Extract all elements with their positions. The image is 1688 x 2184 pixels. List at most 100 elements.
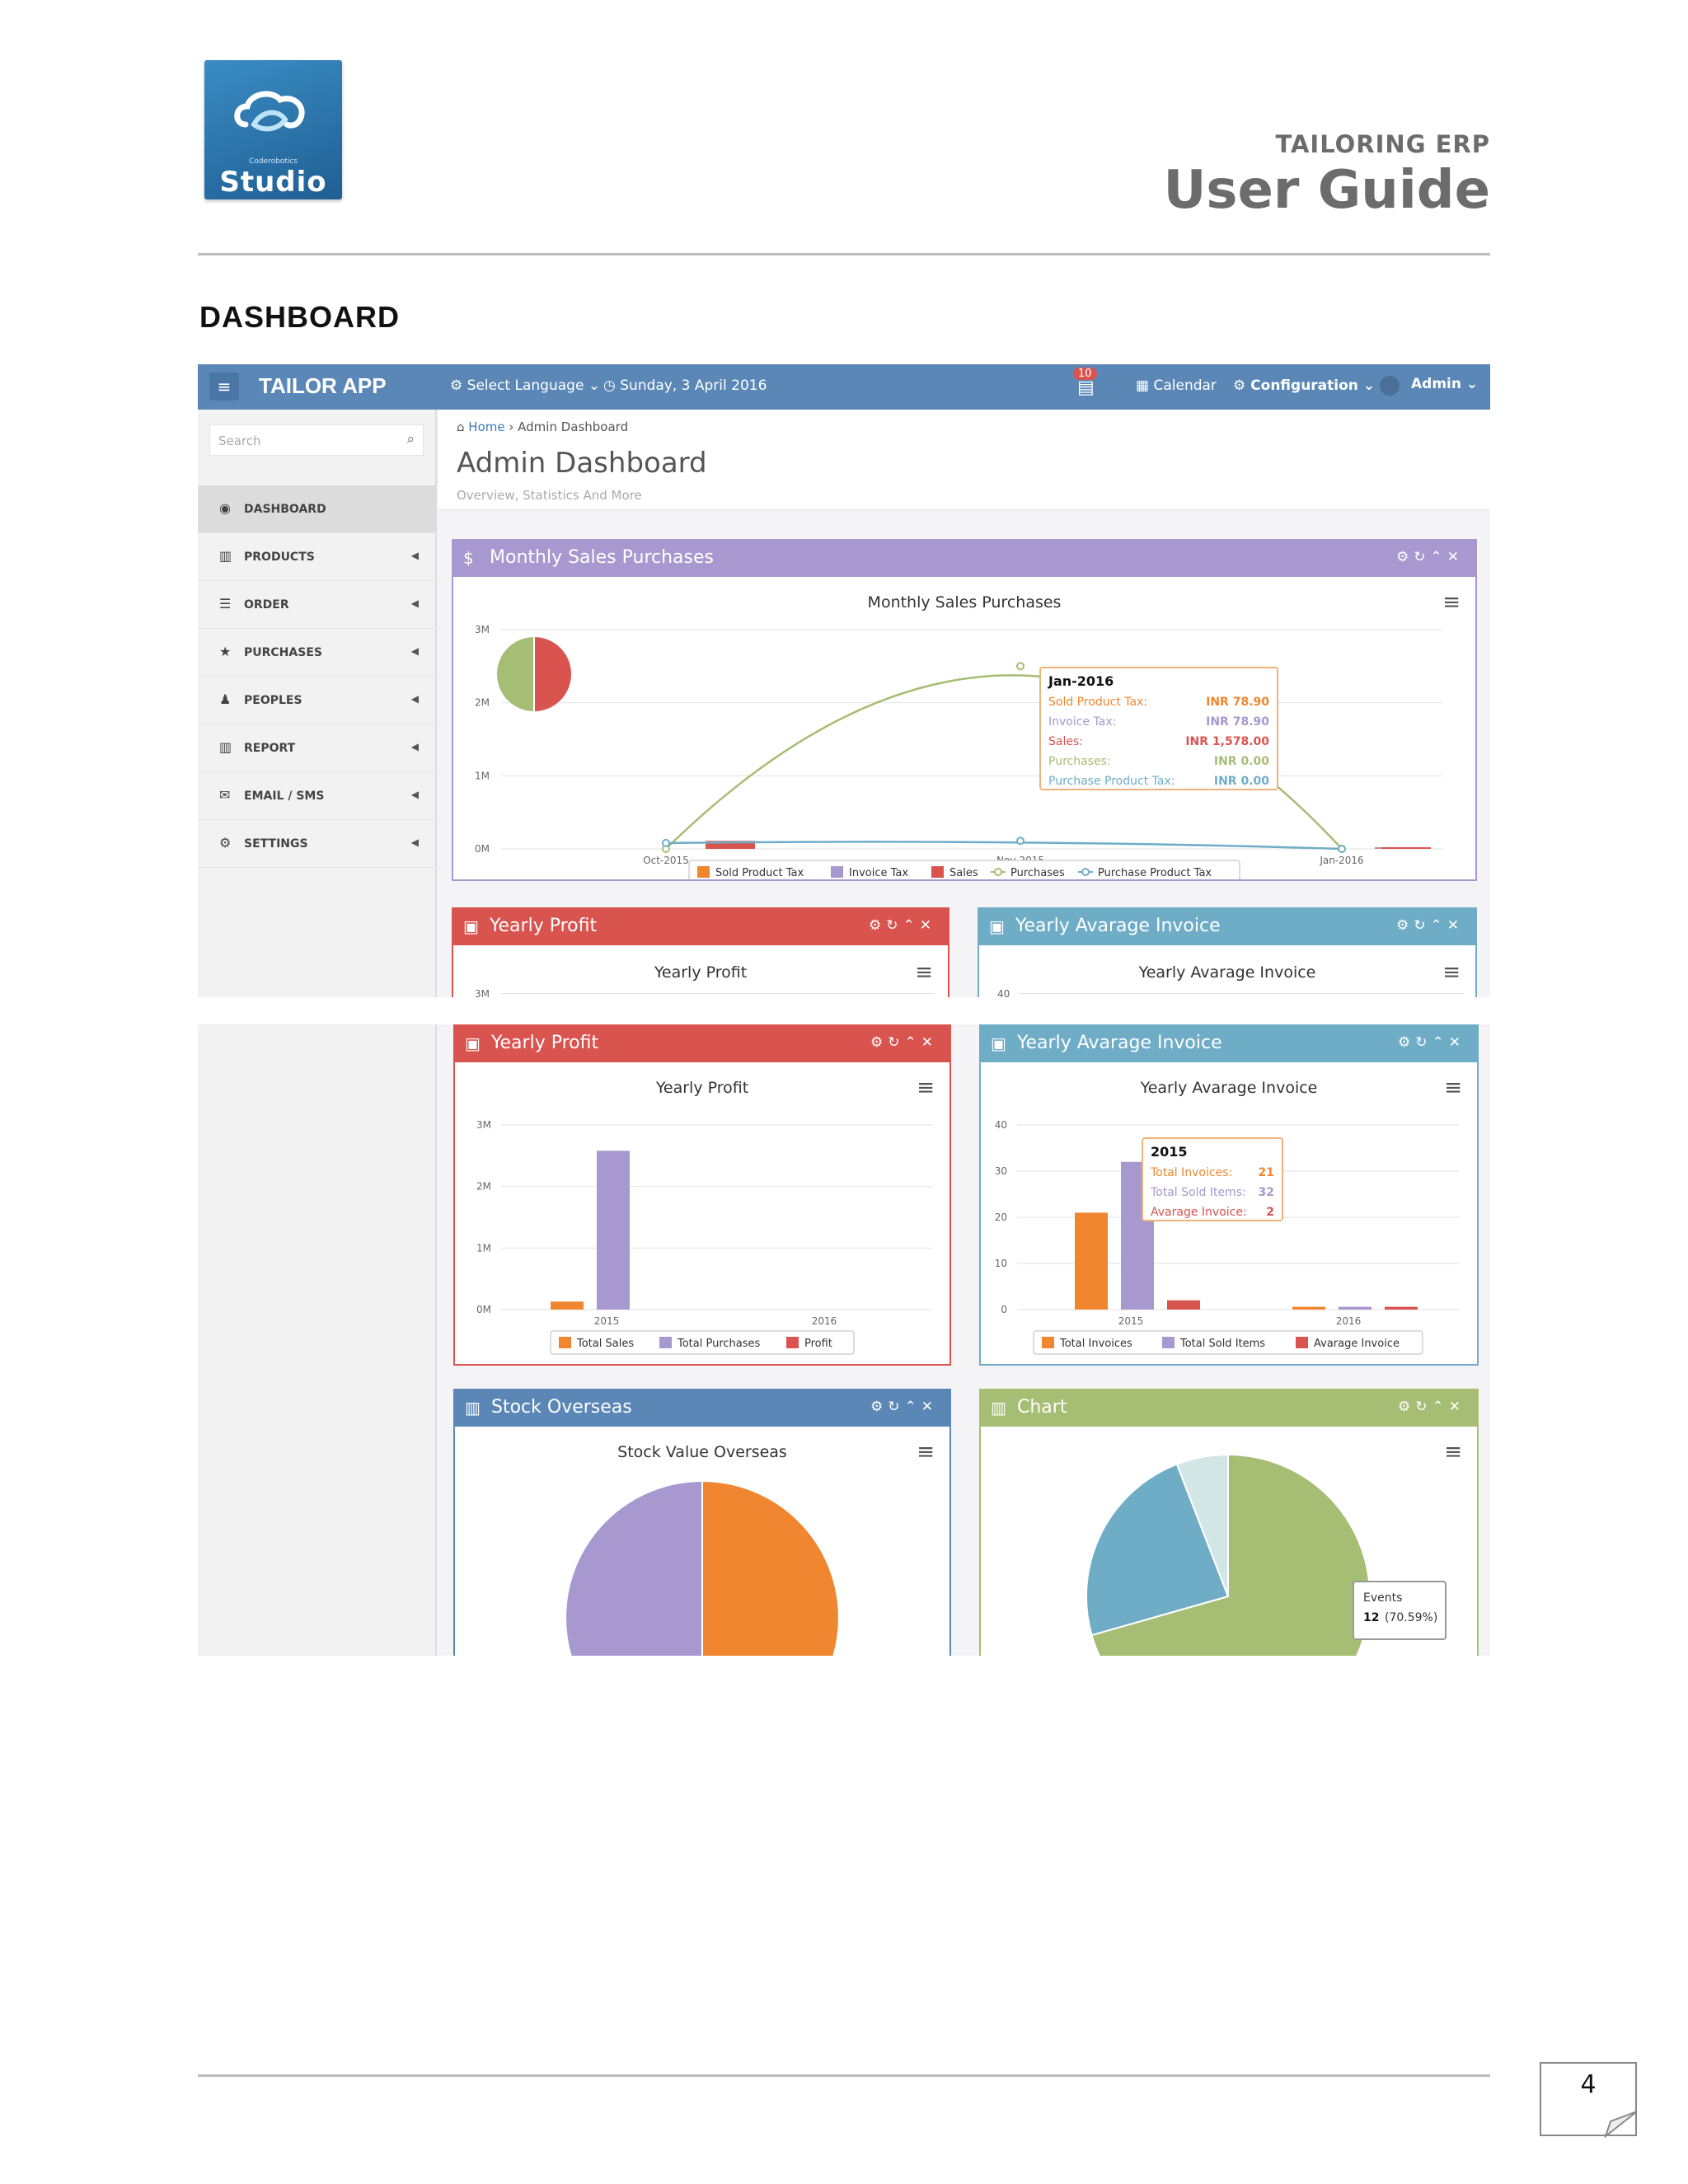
page-title: Admin Dashboard	[457, 447, 707, 480]
pie-slice	[565, 1479, 703, 1656]
money-icon: ▣	[991, 1033, 1006, 1053]
sidebar-item-email-sms[interactable]: ✉ EMAIL / SMS ◀	[198, 772, 437, 820]
panel-tools: ⚙↻⌃✕	[1398, 1034, 1465, 1051]
refresh-icon[interactable]: ↻	[888, 1399, 905, 1415]
money-icon: ▣	[465, 1033, 481, 1053]
chart-menu-icon[interactable]: ≡	[1442, 590, 1461, 615]
close-icon[interactable]: ✕	[1448, 1034, 1465, 1051]
gear-icon[interactable]: ⚙	[1396, 549, 1414, 565]
user-menu[interactable]: Admin ⌄	[1411, 376, 1478, 392]
collapse-icon[interactable]: ⌃	[904, 1399, 921, 1415]
collapse-icon[interactable]: ⌃	[1430, 549, 1447, 565]
refresh-icon[interactable]: ↻	[1414, 549, 1431, 565]
avatar[interactable]	[1380, 376, 1400, 396]
close-icon[interactable]: ✕	[1447, 549, 1464, 565]
yearly-invoice-chart: 0 10 20 30 40 2015 2016 2015 Total Invoices: 21 To…	[995, 1119, 1459, 1355]
chart-menu-icon[interactable]: ≡	[1444, 1076, 1462, 1100]
legend-label: Purchases	[1010, 867, 1065, 879]
y-tick-label: 40	[995, 1119, 1007, 1131]
tooltip-value: INR 78.90	[1206, 696, 1269, 709]
refresh-icon[interactable]: ↻	[1415, 1034, 1432, 1051]
tooltip-value: INR 0.00	[1214, 755, 1269, 768]
language-selector[interactable]: ⚙ Select Language ⌄	[450, 377, 600, 394]
legend-swatch	[931, 866, 944, 878]
refresh-icon[interactable]: ↻	[886, 917, 903, 934]
notification-icon[interactable]: ▤	[1077, 377, 1095, 398]
refresh-icon[interactable]: ↻	[888, 1034, 905, 1051]
y-tick-label: 40	[997, 988, 1010, 997]
y-tick-label: 3M	[476, 1119, 491, 1131]
gear-icon[interactable]: ⚙	[870, 1399, 889, 1415]
panel-tools: ⚙↻⌃✕	[1398, 1399, 1465, 1415]
top-navbar: ≡ TAILOR APP ⚙ Select Language ⌄ ◷ Sunda…	[198, 364, 1490, 410]
gear-icon[interactable]: ⚙	[1396, 917, 1414, 934]
collapse-icon[interactable]: ⌃	[903, 917, 920, 934]
pie-slice	[701, 1479, 840, 1656]
chevron-down-icon: ⌄	[1461, 376, 1479, 392]
close-icon[interactable]: ✕	[921, 1034, 938, 1051]
star-icon: ★	[219, 644, 232, 659]
x-tick-label: 2015	[594, 1315, 620, 1327]
collapse-icon[interactable]: ⌃	[1430, 917, 1447, 934]
configuration-menu[interactable]: ⚙ Configuration ⌄	[1233, 377, 1375, 394]
chart-menu-icon[interactable]: ≡	[917, 1440, 935, 1465]
sidebar-item-purchases[interactable]: ★ PURCHASES ◀	[198, 629, 437, 677]
chart-panel: ▥ Chart ⚙↻⌃✕ ≡ Events 12 (70.59%)	[979, 1389, 1479, 1656]
gear-icon[interactable]: ⚙	[1398, 1034, 1416, 1051]
app-brand[interactable]: TAILOR APP	[259, 373, 387, 398]
chevron-down-icon: ⌄	[584, 377, 601, 394]
refresh-icon[interactable]: ↻	[1414, 917, 1431, 934]
sidebar-item-peoples[interactable]: ♟ PEOPLES ◀	[198, 677, 437, 724]
tooltip-value: INR 78.90	[1206, 715, 1269, 729]
close-icon[interactable]: ✕	[921, 1399, 938, 1415]
chart-menu-icon[interactable]: ≡	[917, 1076, 935, 1100]
tooltip-box	[1142, 1137, 1283, 1221]
stock-overseas-panel: ▥ Stock Overseas ⚙↻⌃✕ Stock Value Overse…	[453, 1389, 951, 1656]
gear-icon[interactable]: ⚙	[1398, 1399, 1416, 1415]
chart-title: Stock Value Overseas	[617, 1443, 787, 1461]
panel-header: ▣ Yearly Profit ⚙↻⌃✕	[453, 909, 948, 945]
sidebar-item-dashboard[interactable]: ◉ DASHBOARD	[198, 485, 437, 533]
tooltip-label: Sold Product Tax:	[1048, 696, 1147, 709]
chart-menu-icon[interactable]: ≡	[915, 960, 933, 985]
search-icon[interactable]: ⌕	[406, 431, 415, 448]
sidebar-item-products[interactable]: ▥ PRODUCTS ◀	[198, 533, 437, 581]
line-point	[1016, 837, 1025, 846]
yearly-profit-panel-preview: ▣ Yearly Profit ⚙↻⌃✕ Yearly Profit ≡ 3M	[452, 907, 950, 997]
monthly-sales-panel: $ Monthly Sales Purchases ⚙↻⌃✕ Monthly S…	[452, 539, 1477, 881]
panel-title: Chart	[1017, 1397, 1067, 1418]
close-icon[interactable]: ✕	[1448, 1399, 1465, 1415]
caret-left-icon: ◀	[410, 645, 419, 657]
sidebar-item-label: PURCHASES	[244, 646, 322, 659]
collapse-icon[interactable]: ⌃	[1432, 1399, 1449, 1415]
sidebar-item-report[interactable]: ▥ REPORT ◀	[198, 724, 437, 772]
sidebar-item-label: REPORT	[244, 742, 296, 755]
breadcrumb-home[interactable]: Home	[468, 419, 505, 434]
doc-title: User Guide	[1163, 160, 1490, 221]
collapse-icon[interactable]: ⌃	[904, 1034, 921, 1051]
gridline	[1019, 993, 1464, 994]
close-icon[interactable]: ✕	[1447, 917, 1464, 934]
close-icon[interactable]: ✕	[919, 917, 936, 934]
search-input[interactable]: Search ⌕	[209, 424, 424, 456]
tooltip-label: Total Invoices:	[1150, 1166, 1232, 1179]
collapse-icon[interactable]: ⌃	[1432, 1034, 1449, 1051]
y-tick-label: 2M	[475, 697, 490, 709]
sidebar-item-settings[interactable]: ⚙ SETTINGS ◀	[198, 820, 437, 868]
dashboard-screenshot-bottom: ▣ Yearly Profit ⚙↻⌃✕ Yearly Profit ≡ 0M 1…	[198, 1024, 1490, 1656]
menu-toggle-icon[interactable]: ≡	[209, 373, 239, 401]
gear-icon[interactable]: ⚙	[869, 917, 887, 934]
panel-title: Yearly Profit	[491, 1033, 599, 1053]
legend-marker	[994, 868, 1002, 876]
sidebar-item-order[interactable]: ☰ ORDER ◀	[198, 581, 437, 629]
calendar-link[interactable]: ▦ Calendar	[1136, 377, 1217, 394]
refresh-icon[interactable]: ↻	[1415, 1399, 1432, 1415]
yearly-profit-chart: 0M 1M 2M 3M 2015 2016 Total Sales Total Purchas…	[476, 1119, 933, 1355]
date-display: ◷ Sunday, 3 April 2016	[603, 377, 767, 394]
tooltip-value: 32	[1259, 1186, 1274, 1199]
gear-icon[interactable]: ⚙	[870, 1034, 889, 1051]
chart-menu-icon[interactable]: ≡	[1442, 960, 1461, 985]
chart-menu-icon[interactable]: ≡	[1444, 1440, 1462, 1465]
panel-title: Stock Overseas	[491, 1397, 632, 1418]
bar	[1381, 847, 1431, 849]
